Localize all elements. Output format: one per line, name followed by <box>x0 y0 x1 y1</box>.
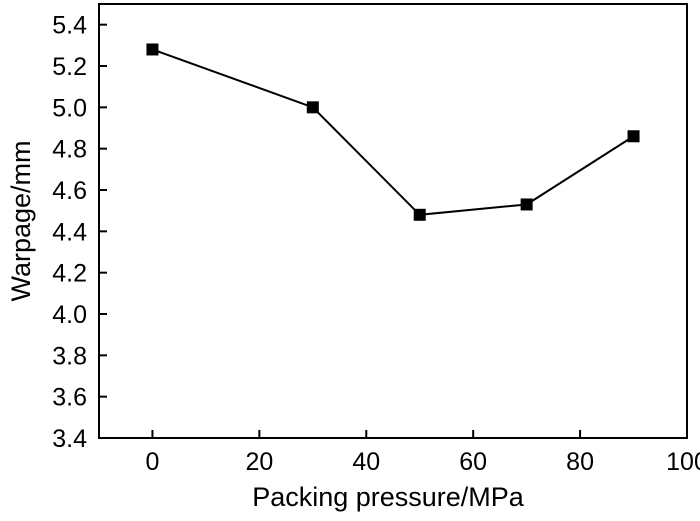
data-point-marker <box>146 43 159 56</box>
y-tick-label: 5.2 <box>52 53 87 81</box>
y-tick-label: 4.8 <box>52 136 87 164</box>
x-tick-label: 100 <box>666 448 700 476</box>
x-axis-label: Packing pressure/MPa <box>252 482 525 512</box>
y-tick-label: 5.0 <box>52 94 87 122</box>
data-point-marker <box>520 198 533 211</box>
data-point-marker <box>627 130 640 143</box>
y-tick-label: 4.6 <box>52 177 87 205</box>
y-tick-label: 4.0 <box>52 301 87 329</box>
y-tick-label: 4.2 <box>52 260 87 288</box>
y-tick-label: 3.6 <box>52 384 87 412</box>
y-tick-label: 5.4 <box>52 12 87 40</box>
x-axis-ticks: 0 20 40 60 80 100 <box>146 430 700 476</box>
series-layer <box>146 43 640 221</box>
data-point-marker <box>306 101 319 114</box>
data-point-marker <box>413 208 426 221</box>
y-tick-label: 4.4 <box>52 218 87 246</box>
x-tick-label: 80 <box>566 448 594 476</box>
series-line <box>152 48 635 216</box>
y-axis-ticks: 3.4 3.6 3.8 4.0 4.2 4.4 4.6 4.8 5.0 5.2 5.4 <box>52 12 107 453</box>
y-axis-label: Warpage/mm <box>6 140 36 301</box>
x-tick-label: 60 <box>459 448 487 476</box>
y-tick-label: 3.8 <box>52 342 87 370</box>
x-tick-label: 40 <box>352 448 380 476</box>
x-tick-label: 20 <box>245 448 273 476</box>
y-tick-label: 3.4 <box>52 425 87 453</box>
plot-frame <box>98 3 688 439</box>
x-tick-label: 0 <box>146 448 160 476</box>
